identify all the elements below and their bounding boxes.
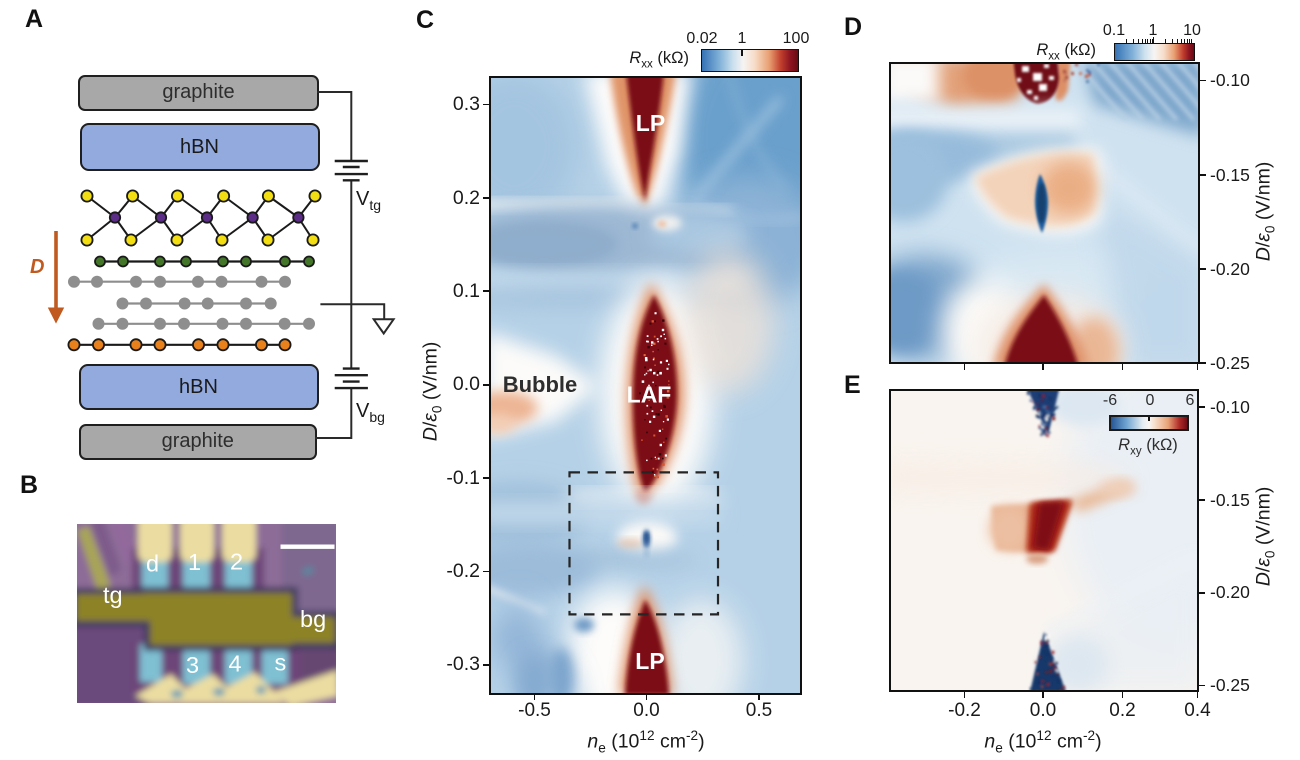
- svg-text:LP: LP: [636, 110, 665, 136]
- svg-text:d: d: [146, 551, 159, 577]
- svg-text:LAF: LAF: [627, 381, 672, 407]
- svg-text:s: s: [275, 649, 287, 675]
- svg-text:LP: LP: [635, 648, 664, 674]
- svg-text:tg: tg: [103, 582, 123, 608]
- svg-text:Bubble: Bubble: [503, 372, 578, 397]
- svg-text:3: 3: [186, 652, 199, 678]
- svg-text:bg: bg: [300, 606, 326, 632]
- svg-text:1: 1: [188, 549, 201, 575]
- svg-text:2: 2: [230, 549, 243, 575]
- svg-text:4: 4: [229, 651, 242, 677]
